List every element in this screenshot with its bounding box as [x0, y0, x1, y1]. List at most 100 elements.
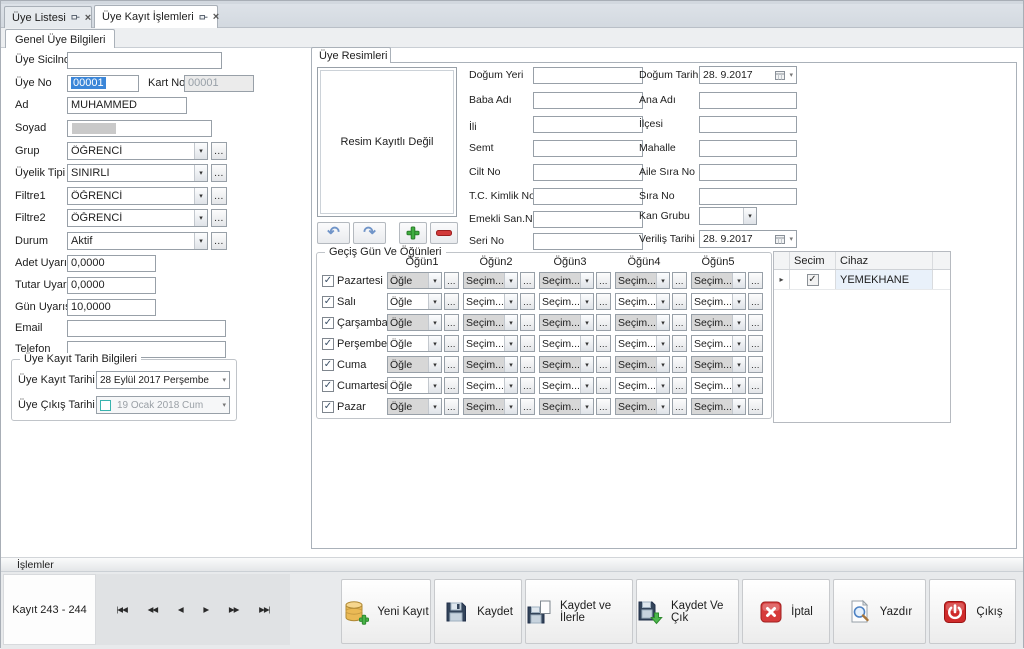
- meal-ellipsis-button[interactable]: …: [748, 335, 763, 352]
- chevron-down-icon[interactable]: ▾: [732, 378, 745, 393]
- dogum-tarihi-datepicker[interactable]: 28. 9.2017 ▾: [699, 66, 797, 84]
- meal-ellipsis-button[interactable]: …: [444, 314, 459, 331]
- meal-select[interactable]: Seçim... ▾: [615, 356, 670, 373]
- chevron-down-icon[interactable]: ▾: [504, 273, 517, 288]
- chevron-down-icon[interactable]: ▾: [222, 377, 226, 384]
- email-input[interactable]: [67, 319, 226, 337]
- day-checkbox[interactable]: ✓: [322, 400, 334, 413]
- meal-select[interactable]: Seçim... ▾: [539, 398, 594, 415]
- meal-ellipsis-button[interactable]: …: [520, 377, 535, 394]
- uye-sicilno-input[interactable]: [67, 51, 222, 69]
- photo-add-button[interactable]: [399, 222, 427, 244]
- chevron-down-icon[interactable]: ▾: [504, 336, 517, 351]
- meal-select[interactable]: Seçim... ▾: [539, 314, 594, 331]
- chevron-down-icon[interactable]: ▾: [194, 233, 207, 249]
- chevron-down-icon[interactable]: ▾: [504, 294, 517, 309]
- soyad-input[interactable]: [67, 119, 212, 137]
- chevron-down-icon[interactable]: ▾: [580, 273, 593, 288]
- meal-select[interactable]: Seçim... ▾: [463, 377, 518, 394]
- day-checkbox[interactable]: ✓: [322, 337, 334, 350]
- ilcesi-input[interactable]: [699, 115, 797, 133]
- durum-select[interactable]: Aktif ▾: [67, 232, 208, 250]
- uyelik-tipi-ellipsis-button[interactable]: …: [211, 164, 227, 182]
- meal-ellipsis-button[interactable]: …: [596, 272, 611, 289]
- chevron-down-icon[interactable]: ▾: [580, 357, 593, 372]
- meal-select[interactable]: Öğle ▾: [387, 314, 442, 331]
- chevron-down-icon[interactable]: ▾: [428, 399, 441, 414]
- meal-select[interactable]: Öğle ▾: [387, 272, 442, 289]
- meal-ellipsis-button[interactable]: …: [672, 314, 687, 331]
- kaydet-button[interactable]: Kaydet: [434, 579, 522, 644]
- chevron-down-icon[interactable]: ▾: [656, 378, 669, 393]
- meal-ellipsis-button[interactable]: …: [748, 398, 763, 415]
- meal-select[interactable]: Öğle ▾: [387, 293, 442, 310]
- nav-button[interactable]: ▶▶: [228, 605, 240, 614]
- chevron-down-icon[interactable]: ▾: [732, 399, 745, 414]
- cikis-tarihi-checkbox[interactable]: [100, 399, 111, 411]
- meal-ellipsis-button[interactable]: …: [444, 335, 459, 352]
- yeni-kayit-button[interactable]: Yeni Kayıt: [341, 579, 431, 644]
- chevron-down-icon[interactable]: ▾: [732, 273, 745, 288]
- meal-select[interactable]: Seçim... ▾: [463, 335, 518, 352]
- meal-ellipsis-button[interactable]: …: [520, 398, 535, 415]
- day-checkbox[interactable]: ✓: [322, 274, 334, 287]
- chevron-down-icon[interactable]: ▾: [428, 336, 441, 351]
- chevron-down-icon[interactable]: ▾: [580, 336, 593, 351]
- gun-uyarisi-input[interactable]: 10,0000: [67, 298, 156, 316]
- kayit-tarihi-datepicker[interactable]: 28 Eylül 2017 Perşembe ▾: [96, 371, 230, 389]
- day-checkbox[interactable]: ✓: [322, 379, 334, 392]
- mahalle-input[interactable]: [699, 139, 797, 157]
- meal-ellipsis-button[interactable]: …: [444, 293, 459, 310]
- chevron-down-icon[interactable]: ▾: [732, 336, 745, 351]
- meal-select[interactable]: Seçim... ▾: [539, 377, 594, 394]
- meal-select[interactable]: Seçim... ▾: [615, 377, 670, 394]
- uyelik-tipi-select[interactable]: SINIRLI ▾: [67, 164, 208, 182]
- photo-remove-button[interactable]: [430, 222, 458, 244]
- meal-ellipsis-button[interactable]: …: [748, 293, 763, 310]
- chevron-down-icon[interactable]: ▾: [194, 165, 207, 181]
- photo-prev-button[interactable]: ↶: [317, 222, 350, 244]
- meal-select[interactable]: Seçim... ▾: [539, 272, 594, 289]
- chevron-down-icon[interactable]: ▾: [504, 399, 517, 414]
- chevron-down-icon[interactable]: ▾: [428, 357, 441, 372]
- day-checkbox[interactable]: ✓: [322, 358, 334, 371]
- grup-ellipsis-button[interactable]: …: [211, 142, 227, 160]
- meal-ellipsis-button[interactable]: …: [596, 377, 611, 394]
- cihaz-column-header[interactable]: Cihaz: [836, 252, 933, 269]
- meal-select[interactable]: Seçim... ▾: [691, 314, 746, 331]
- meal-ellipsis-button[interactable]: …: [672, 398, 687, 415]
- meal-ellipsis-button[interactable]: …: [748, 356, 763, 373]
- meal-ellipsis-button[interactable]: …: [748, 314, 763, 331]
- device-row[interactable]: ▸ ✓ YEMEKHANE: [774, 270, 950, 290]
- nav-button[interactable]: ◀◀: [147, 605, 159, 614]
- meal-ellipsis-button[interactable]: …: [596, 335, 611, 352]
- meal-ellipsis-button[interactable]: …: [444, 398, 459, 415]
- chevron-down-icon[interactable]: ▾: [194, 188, 207, 204]
- meal-ellipsis-button[interactable]: …: [748, 272, 763, 289]
- chevron-down-icon[interactable]: ▾: [580, 399, 593, 414]
- chevron-down-icon[interactable]: ▾: [789, 236, 793, 243]
- kaydet-ve-ilerle-button[interactable]: Kaydet ve İlerle: [525, 579, 633, 644]
- chevron-down-icon[interactable]: ▾: [789, 72, 793, 79]
- day-checkbox[interactable]: ✓: [322, 295, 334, 308]
- chevron-down-icon[interactable]: ▾: [743, 208, 756, 224]
- photo-next-button[interactable]: ↷: [353, 222, 386, 244]
- ana-adi-input[interactable]: [699, 91, 797, 109]
- filtre2-ellipsis-button[interactable]: …: [211, 209, 227, 227]
- chevron-down-icon[interactable]: ▾: [504, 315, 517, 330]
- meal-ellipsis-button[interactable]: …: [672, 272, 687, 289]
- filtre1-ellipsis-button[interactable]: …: [211, 187, 227, 205]
- meal-select[interactable]: Seçim... ▾: [615, 335, 670, 352]
- nav-button[interactable]: ◀: [177, 605, 184, 614]
- meal-ellipsis-button[interactable]: …: [596, 293, 611, 310]
- kan-grubu-select[interactable]: ▾: [699, 207, 757, 225]
- meal-ellipsis-button[interactable]: …: [596, 398, 611, 415]
- ili-input[interactable]: [533, 115, 643, 133]
- chevron-down-icon[interactable]: ▾: [194, 143, 207, 159]
- tutar-uyarisi-input[interactable]: 0,0000: [67, 276, 156, 294]
- chevron-down-icon[interactable]: ▾: [428, 378, 441, 393]
- meal-select[interactable]: Öğle ▾: [387, 398, 442, 415]
- meal-ellipsis-button[interactable]: …: [596, 356, 611, 373]
- sira-no-input[interactable]: [699, 187, 797, 205]
- tc-kimlik-input[interactable]: [533, 187, 643, 205]
